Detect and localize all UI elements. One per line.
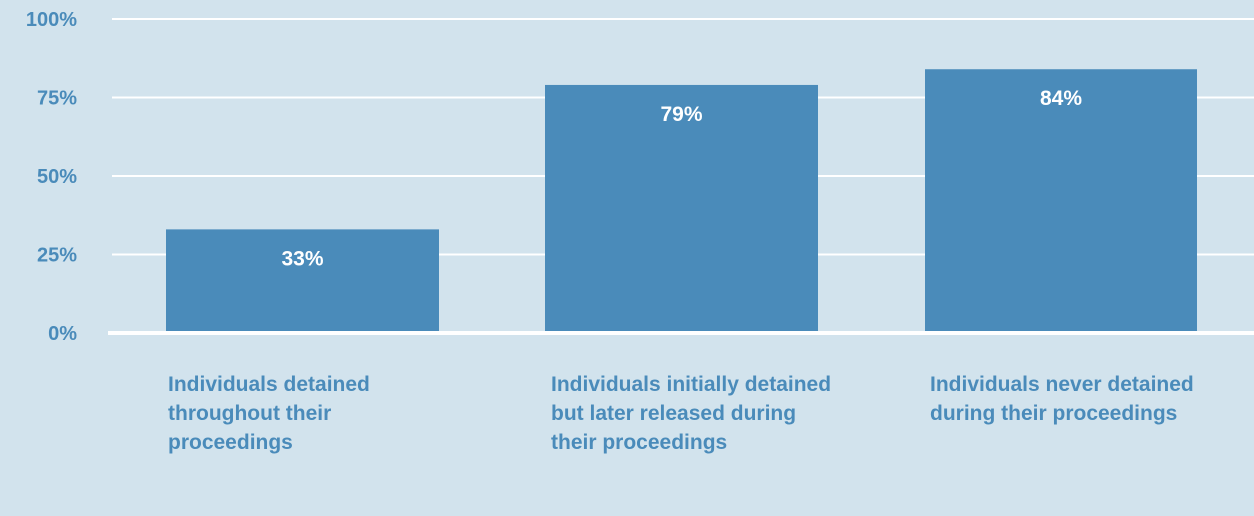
category-label-detained-throughout: Individuals detained throughout their pr… bbox=[168, 373, 370, 454]
bar-2 bbox=[545, 84, 818, 331]
category-label-initially-detained: Individuals initially detained but later… bbox=[551, 373, 832, 454]
y-tick-label-50: 50% bbox=[37, 166, 77, 188]
bar-data-label-3: 84% bbox=[1040, 87, 1082, 110]
bar-data-label-1: 33% bbox=[281, 247, 323, 270]
category-label-never-detained: Individuals never detained during their … bbox=[930, 373, 1194, 425]
y-tick-label-0: 0% bbox=[48, 323, 77, 345]
y-tick-label-75: 75% bbox=[37, 88, 77, 110]
bar-1 bbox=[166, 229, 439, 331]
y-tick-label-100: 100% bbox=[26, 9, 77, 31]
y-tick-label-25: 25% bbox=[37, 245, 77, 267]
bar-data-label-2: 79% bbox=[660, 103, 702, 126]
bar-3 bbox=[925, 69, 1197, 332]
